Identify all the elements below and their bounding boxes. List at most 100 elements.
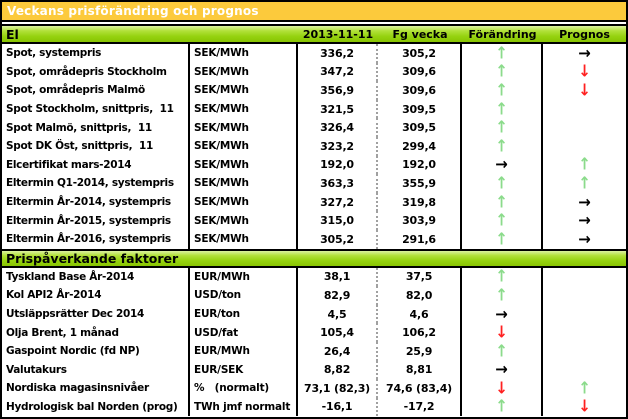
row-current-value: 26,4	[298, 341, 378, 361]
row-current-value: 336,2	[298, 44, 378, 63]
row-unit: EUR/MWh	[190, 267, 298, 287]
table-row: Spot, systempris SEK/MWh 336,2 305,2 ↑ →	[2, 44, 626, 63]
up-arrow-icon: ↑	[495, 99, 508, 119]
row-unit: EUR/MWh	[190, 341, 298, 361]
row-label: Eltermin År-2015, systempris	[2, 211, 190, 230]
up-arrow-icon: ↑	[495, 397, 508, 417]
up-arrow-icon: ↑	[495, 136, 508, 156]
row-label: Olja Brent, 1 månad	[2, 323, 190, 342]
up-arrow-icon: ↑	[495, 286, 508, 305]
up-arrow-icon: ↑	[495, 211, 508, 230]
row-previous-value: 291,6	[378, 229, 462, 249]
row-label: Hydrologisk bal Norden (prog)	[2, 397, 190, 417]
row-previous-value: 309,5	[378, 118, 462, 137]
table-row: Gaspoint Nordic (fd NP) EUR/MWh 26,4 25,…	[2, 341, 626, 361]
row-previous-value: 309,5	[378, 99, 462, 119]
up-arrow-icon: ↑	[495, 229, 508, 249]
row-label: Spot, systempris	[2, 44, 190, 63]
change-cell: ↑	[462, 397, 543, 417]
row-previous-value: 4,6	[378, 304, 462, 324]
row-label: Nordiska magasinsnivåer	[2, 379, 190, 398]
forecast-cell: →	[543, 193, 626, 212]
row-current-value: 326,4	[298, 118, 378, 137]
faktorer-section-rows: Tyskland Base År-2014 EUR/MWh 38,1 37,5 …	[2, 267, 626, 417]
row-current-value: 356,9	[298, 81, 378, 100]
right-arrow-icon: →	[495, 155, 508, 175]
table-row: Elcertifikat mars-2014 SEK/MWh 192,0 192…	[2, 155, 626, 175]
row-current-value: 327,2	[298, 192, 378, 212]
forecast-cell: ↑	[543, 379, 626, 398]
up-arrow-icon: ↑	[495, 341, 508, 361]
change-cell: ↑	[462, 62, 543, 82]
section-header-faktorer: Prispåverkande faktorer	[2, 248, 626, 268]
change-cell: ↓	[462, 379, 543, 398]
table-row: Eltermin År-2015, systempris SEK/MWh 315…	[2, 211, 626, 230]
forecast-cell	[543, 286, 626, 305]
row-previous-value: 37,5	[378, 267, 462, 287]
row-current-value: 315,0	[298, 211, 378, 230]
row-current-value: 38,1	[298, 267, 378, 287]
row-current-value: 347,2	[298, 62, 378, 82]
row-previous-value: 309,6	[378, 81, 462, 100]
forecast-cell: ↓	[543, 398, 626, 417]
table-row: Utsläppsrätter Dec 2014 EUR/ton 4,5 4,6 …	[2, 304, 626, 324]
row-unit: EUR/ton	[190, 304, 298, 324]
up-arrow-icon: ↑	[495, 267, 508, 287]
column-header-prev-week: Fg vecka	[392, 27, 448, 41]
forecast-cell: ↓	[543, 81, 626, 100]
row-previous-value: 299,4	[378, 136, 462, 156]
forecast-cell	[543, 361, 626, 380]
row-current-value: 321,5	[298, 99, 378, 119]
row-current-value: 363,3	[298, 174, 378, 193]
section-title-faktorer: Prispåverkande faktorer	[6, 250, 179, 266]
change-cell: ↑	[462, 229, 543, 249]
row-previous-value: 25,9	[378, 341, 462, 361]
el-section-rows: Spot, systempris SEK/MWh 336,2 305,2 ↑ →…	[2, 44, 626, 249]
table-row: Spot, områdepris Malmö SEK/MWh 356,9 309…	[2, 81, 626, 100]
table-row: Spot, områdepris Stockholm SEK/MWh 347,2…	[2, 62, 626, 82]
table-row: Spot Malmö, snittpris, 11 SEK/MWh 326,4 …	[2, 118, 626, 137]
section-title-el: El	[6, 26, 19, 42]
up-arrow-icon: ↑	[495, 81, 508, 100]
row-label: Elcertifikat mars-2014	[2, 155, 190, 175]
row-previous-value: 319,8	[378, 192, 462, 212]
table-row: Eltermin Q1-2014, systempris SEK/MWh 363…	[2, 174, 626, 193]
row-label: Eltermin År-2016, systempris	[2, 229, 190, 249]
row-unit: USD/ton	[190, 286, 298, 305]
change-cell: ↑	[462, 192, 543, 212]
row-current-value: 73,1 (82,3)	[298, 379, 378, 398]
row-label: Eltermin Q1-2014, systempris	[2, 174, 190, 193]
down-arrow-icon: ↓	[495, 379, 508, 398]
up-arrow-icon: ↑	[495, 62, 508, 82]
page-title: Veckans prisförändring och prognos	[7, 4, 259, 18]
change-cell: ↑	[462, 341, 543, 361]
forecast-cell: →	[543, 230, 626, 249]
change-cell: ↑	[462, 99, 543, 119]
row-previous-value: 355,9	[378, 174, 462, 193]
up-arrow-icon: ↑	[578, 155, 591, 175]
row-label: Spot DK Öst, snittpris, 11	[2, 136, 190, 156]
row-current-value: 105,4	[298, 323, 378, 342]
row-unit: USD/fat	[190, 323, 298, 342]
forecast-cell	[543, 100, 626, 119]
row-previous-value: 303,9	[378, 211, 462, 230]
title-bar: Veckans prisförändring och prognos	[2, 2, 626, 22]
change-cell: ↑	[462, 81, 543, 100]
row-previous-value: 8,81	[378, 360, 462, 380]
forecast-cell	[543, 137, 626, 156]
change-cell: ↑	[462, 267, 543, 287]
up-arrow-icon: ↑	[495, 192, 508, 212]
row-current-value: 8,82	[298, 360, 378, 380]
row-label: Spot Malmö, snittpris, 11	[2, 118, 190, 137]
row-label: Spot, områdepris Malmö	[2, 81, 190, 100]
down-arrow-icon: ↓	[578, 397, 591, 417]
row-current-value: 82,9	[298, 286, 378, 305]
row-current-value: 323,2	[298, 136, 378, 156]
row-label: Valutakurs	[2, 360, 190, 380]
row-unit: SEK/MWh	[190, 174, 298, 193]
table-row: Spot DK Öst, snittpris, 11 SEK/MWh 323,2…	[2, 136, 626, 156]
row-unit: SEK/MWh	[190, 99, 298, 119]
row-unit: SEK/MWh	[190, 81, 298, 100]
table-row: Valutakurs EUR/SEK 8,82 8,81 →	[2, 360, 626, 380]
